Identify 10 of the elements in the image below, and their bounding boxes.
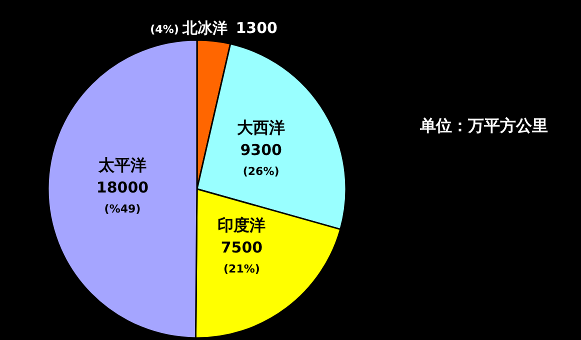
data-label: 18000 [96, 178, 149, 197]
data-label: 7500 [220, 238, 263, 257]
text: 单位：万平方公里 [419, 116, 548, 135]
data-label: 1300 [236, 18, 278, 37]
slice-label: 北冰洋 [182, 18, 228, 37]
data-label: 9300 [240, 141, 282, 160]
slice-label: 大西洋 [237, 118, 286, 138]
pie: (4%) 北冰洋 1300 大西洋 9300 (26%) 印度洋 7500 (21%) 太平洋 18000 (%49) [48, 18, 347, 339]
slice-label: 印度洋 [218, 216, 266, 235]
slice-label: 太平洋 [98, 156, 146, 175]
